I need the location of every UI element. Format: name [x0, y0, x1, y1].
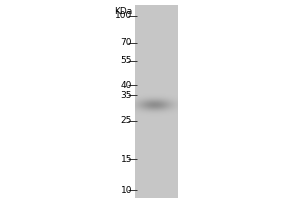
Text: 100: 100 — [115, 11, 132, 20]
Text: 25: 25 — [121, 116, 132, 125]
Text: 35: 35 — [121, 91, 132, 100]
Text: 55: 55 — [121, 56, 132, 65]
Text: 40: 40 — [121, 81, 132, 90]
Text: 15: 15 — [121, 155, 132, 164]
Text: 10: 10 — [121, 186, 132, 195]
Text: 70: 70 — [121, 38, 132, 47]
Text: KDa: KDa — [114, 7, 132, 16]
